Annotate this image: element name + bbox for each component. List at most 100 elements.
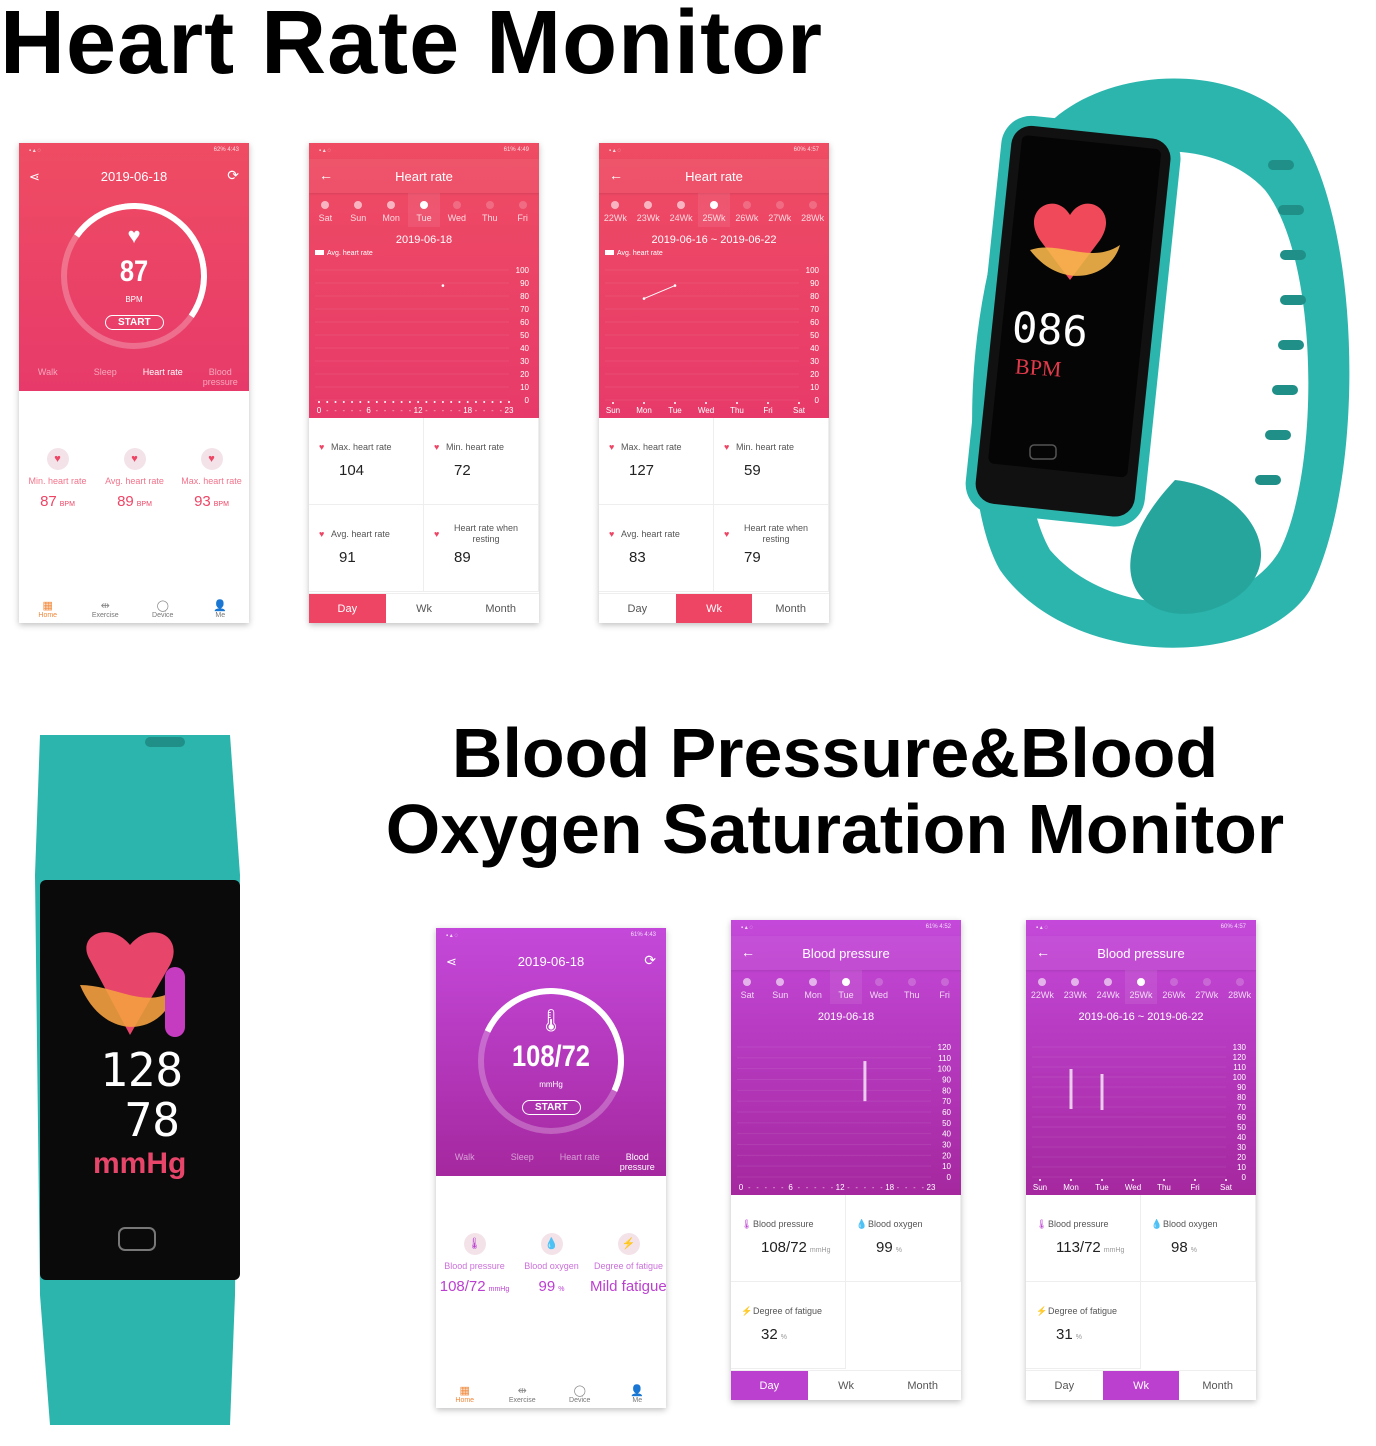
tab-day[interactable]: Day (731, 1371, 808, 1400)
status-bar: ▪ ▴ ◌ 60% 4:57 (609, 147, 819, 154)
period-25wk[interactable]: 25Wk (697, 193, 731, 227)
drop-icon: 🌡 (463, 1233, 486, 1255)
nav-device[interactable]: ◯ Device (551, 1384, 609, 1404)
nav-exercise[interactable]: ⇹ Exercise (77, 599, 135, 619)
x-dash: - (872, 1185, 875, 1192)
tab-heart-rate[interactable]: Heart rate (142, 367, 183, 377)
heading-line-1: Blood Pressure&Blood (451, 714, 1219, 792)
period-28wk[interactable]: 28Wk (796, 193, 829, 227)
phone-screen-detail-bp: ▪ ▴ ◌ 61% 4:52 ← Blood pressure Sat Sun Mon Tue… (731, 920, 961, 1400)
x-tick-label: Sun (606, 406, 620, 415)
tab-day[interactable]: Day (309, 594, 386, 623)
period-23wk[interactable]: 23Wk (1059, 970, 1092, 1004)
back-arrow-icon[interactable]: ← (609, 167, 623, 183)
x-dash: - (376, 408, 379, 415)
phone-screen-home-bp: ▪ ▴ ◌ 61% 4:43 ⋖ 2019-06-18 ⟳ 🌡 108/72 mmHg STAR… (436, 928, 666, 1408)
status-icons: ▪ ▴ ◌ (446, 933, 459, 939)
period-22wk[interactable]: 22Wk (1026, 970, 1059, 1004)
tab-day[interactable]: Day (627, 603, 648, 615)
back-arrow-icon[interactable]: ← (319, 167, 333, 183)
period-22wk[interactable]: 22Wk (599, 193, 632, 227)
period-23wk[interactable]: 23Wk (632, 193, 665, 227)
tab-sleep[interactable]: Sleep (510, 1152, 534, 1162)
nav-label: Me (215, 612, 226, 619)
date-range: 2019-06-18 (395, 234, 453, 246)
tab-walk[interactable]: Walk (454, 1152, 475, 1162)
period-28wk[interactable]: 28Wk (1223, 970, 1256, 1004)
period-tue[interactable]: Tue (829, 970, 863, 1004)
range-bar (863, 1061, 867, 1102)
baseline-dot (508, 401, 510, 403)
x-dash: - (913, 1185, 916, 1192)
period-24wk[interactable]: 24Wk (1092, 970, 1125, 1004)
nav-me[interactable]: 👤 Me (609, 1384, 667, 1404)
period-wed[interactable]: Wed (440, 193, 473, 227)
status-icons: ▪ ▴ ◌ (609, 148, 622, 154)
refresh-icon[interactable]: ⟳ (227, 167, 239, 183)
period-mon[interactable]: Mon (375, 193, 408, 227)
period-25wk[interactable]: 25Wk (1124, 970, 1158, 1004)
nav-home[interactable]: ▦ Home (19, 599, 77, 619)
screen-title: Blood pressure (1097, 946, 1185, 961)
tab-wk[interactable]: Wk (675, 594, 753, 623)
start-button[interactable]: START (522, 1100, 581, 1115)
nav-device[interactable]: ◯ Device (134, 599, 192, 619)
nav-exercise[interactable]: ⇹ Exercise (494, 1384, 552, 1404)
legend-swatch (605, 250, 614, 255)
back-arrow-icon[interactable]: ← (1036, 944, 1050, 960)
period-sun[interactable]: Sun (342, 193, 375, 227)
tab-month[interactable]: Month (907, 1380, 938, 1392)
period-fri[interactable]: Fri (928, 970, 961, 1004)
cell-number: 98 (1171, 1239, 1188, 1256)
period-mon[interactable]: Mon (797, 970, 830, 1004)
nav-label: Device (152, 612, 174, 619)
share-icon[interactable]: ⋖ (29, 169, 40, 184)
period-wed[interactable]: Wed (862, 970, 895, 1004)
y-tick-label: 40 (1237, 1133, 1246, 1142)
tab-blood-pressure[interactable]: Blood pressure (619, 1152, 655, 1172)
period-dot (842, 978, 850, 986)
tab-wk[interactable]: Wk (416, 603, 432, 615)
period-thu[interactable]: Thu (895, 970, 928, 1004)
period-tabs: Day Wk Month (309, 593, 539, 623)
heart-icon: ♥ (609, 442, 615, 452)
x-dash: - (425, 408, 428, 415)
y-tick-label: 70 (1237, 1103, 1246, 1112)
period-sat[interactable]: Sat (731, 970, 764, 1004)
nav-me[interactable]: 👤 Me (192, 599, 250, 619)
period-27wk[interactable]: 27Wk (1190, 970, 1223, 1004)
share-icon[interactable]: ⋖ (446, 954, 457, 969)
tab-wk[interactable]: Wk (838, 1380, 854, 1392)
tab-walk[interactable]: Walk (37, 367, 58, 377)
period-fri[interactable]: Fri (506, 193, 539, 227)
y-tick-label: 90 (520, 279, 529, 288)
period-26wk[interactable]: 26Wk (730, 193, 763, 227)
period-sat[interactable]: Sat (309, 193, 342, 227)
cell-unit: mmHg (1103, 1247, 1125, 1254)
period-label: 28Wk (801, 213, 825, 223)
start-button[interactable]: START (105, 315, 164, 330)
tab-blood-pressure[interactable]: Blood pressure (202, 367, 238, 387)
period-26wk[interactable]: 26Wk (1157, 970, 1190, 1004)
period-thu[interactable]: Thu (473, 193, 506, 227)
period-24wk[interactable]: 24Wk (665, 193, 698, 227)
period-sun[interactable]: Sun (764, 970, 797, 1004)
period-27wk[interactable]: 27Wk (763, 193, 796, 227)
y-tick-label: 0 (815, 396, 820, 405)
cell-number: 83 (629, 549, 646, 566)
back-arrow-icon[interactable]: ← (741, 944, 755, 960)
tab-month[interactable]: Month (1202, 1380, 1233, 1392)
tab-sleep[interactable]: Sleep (93, 367, 117, 377)
tab-wk[interactable]: Wk (1102, 1371, 1180, 1400)
y-tick-label: 90 (810, 279, 819, 288)
refresh-icon[interactable]: ⟳ (644, 952, 656, 968)
baseline-dot (1039, 1179, 1041, 1181)
tab-month[interactable]: Month (485, 603, 516, 615)
period-tue[interactable]: Tue (407, 193, 441, 227)
nav-home[interactable]: ▦ Home (436, 1384, 494, 1404)
tab-heart-rate[interactable]: Heart rate (559, 1152, 600, 1162)
period-dot (775, 201, 784, 209)
tab-month[interactable]: Month (775, 603, 806, 615)
tab-day[interactable]: Day (1054, 1380, 1075, 1392)
heart-icon: ♥ (319, 529, 325, 539)
